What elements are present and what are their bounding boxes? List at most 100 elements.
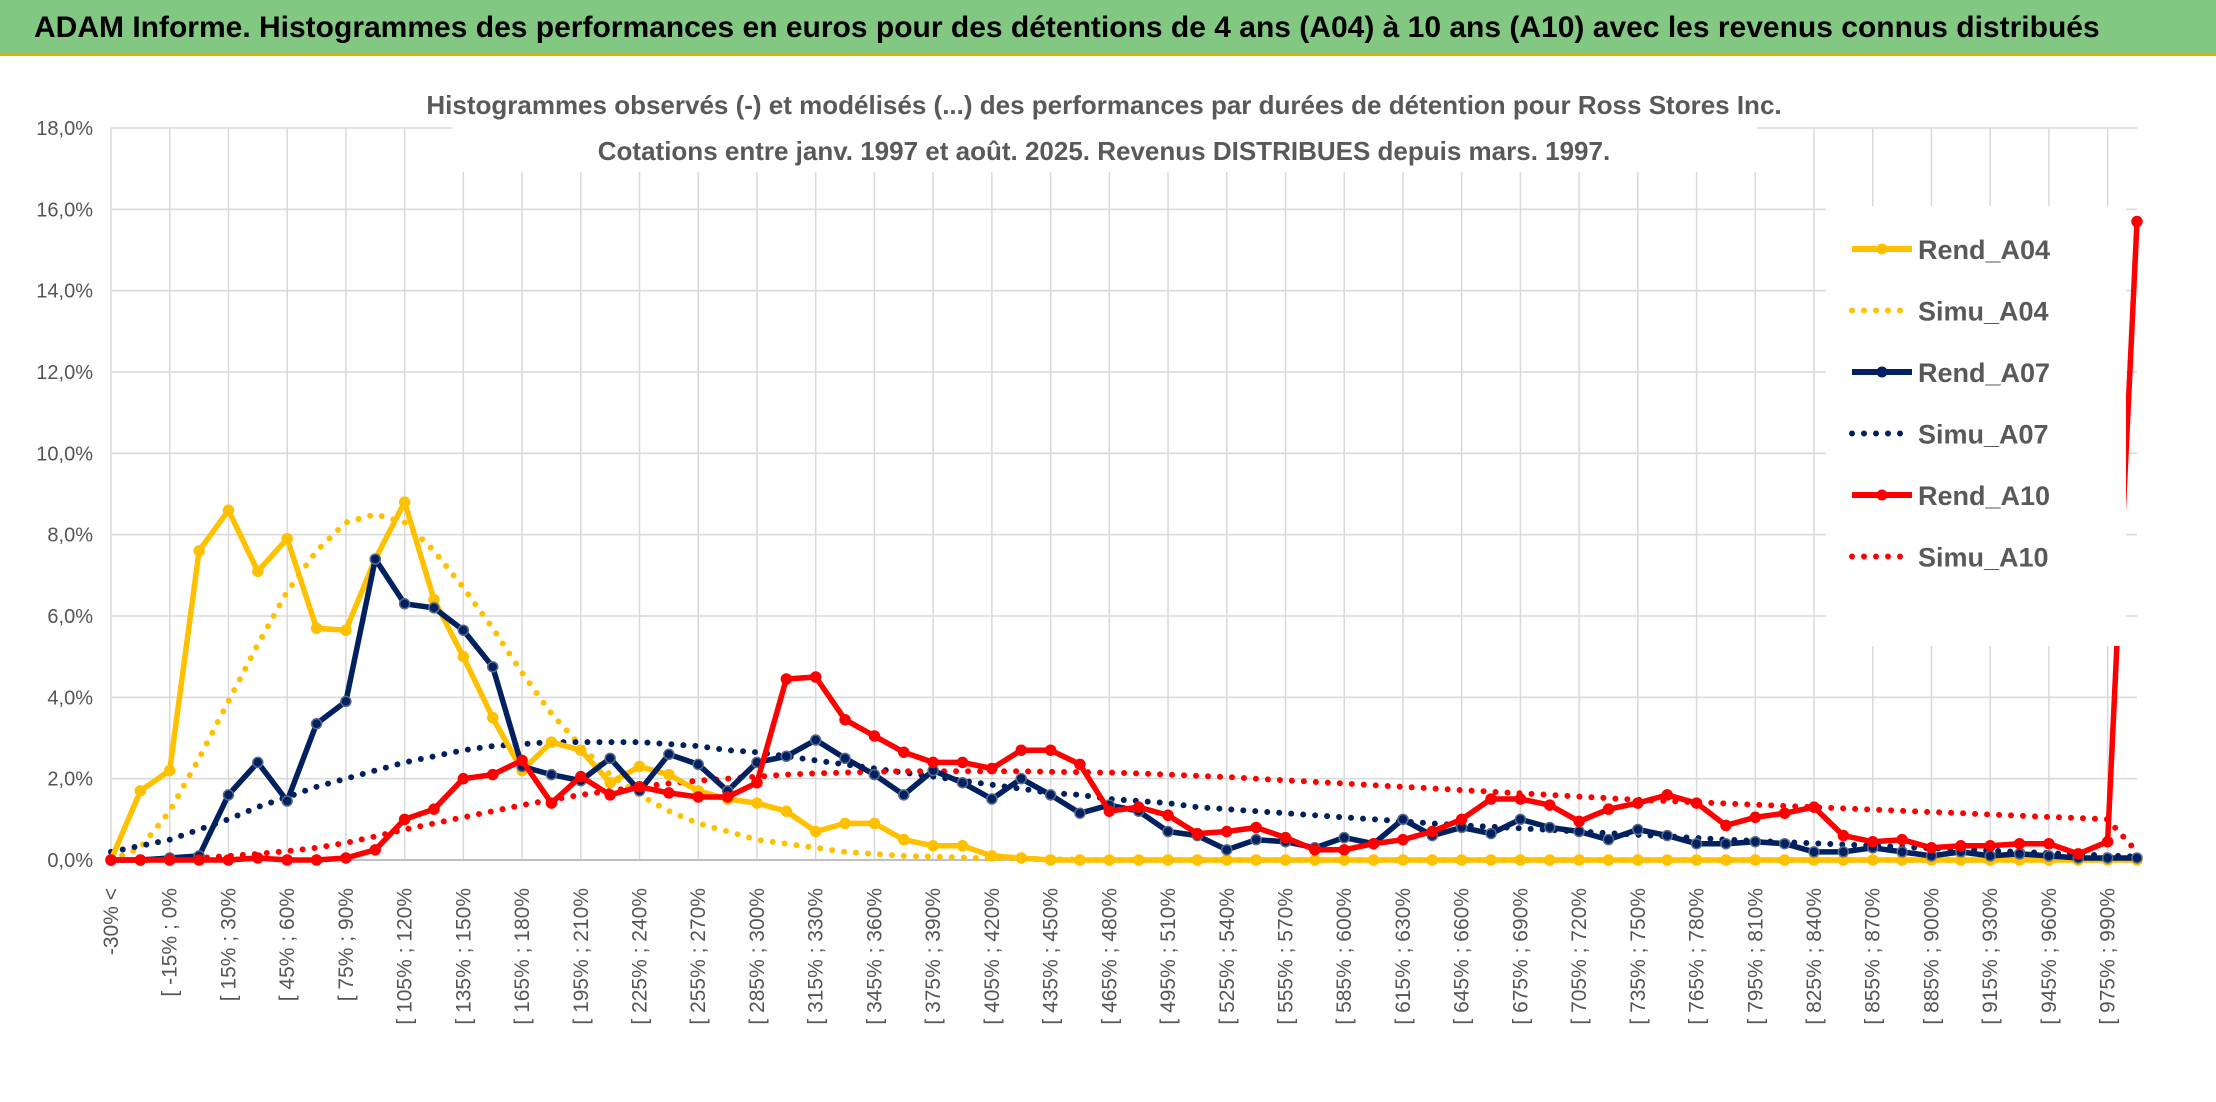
data-point <box>663 748 675 761</box>
x-tick-label: [ 705% ; 720% <box>1568 888 1591 1025</box>
data-point <box>2131 852 2143 864</box>
data-point <box>663 787 675 799</box>
data-point <box>486 711 499 724</box>
x-tick-label: [ 435% ; 450% <box>1040 888 1063 1025</box>
data-point <box>340 852 352 864</box>
data-point <box>1015 744 1027 756</box>
data-point <box>1866 854 1879 866</box>
data-point <box>222 854 235 866</box>
data-point <box>1778 854 1791 866</box>
series-rend-a10 <box>105 215 2143 866</box>
data-point <box>2131 215 2143 228</box>
data-point <box>134 785 147 797</box>
x-tick-label: [ 45% ; 60% <box>276 888 299 1001</box>
data-point <box>1338 844 1350 856</box>
data-point <box>457 772 470 785</box>
data-point <box>105 854 117 866</box>
x-tick-label: [ 825% ; 840% <box>1803 888 1826 1025</box>
data-point <box>1514 813 1527 826</box>
data-point <box>780 750 793 763</box>
data-point <box>839 713 851 726</box>
data-point <box>428 803 440 815</box>
data-point <box>1397 813 1409 826</box>
x-tick-label: [ 585% ; 600% <box>1333 888 1356 1025</box>
data-point <box>1103 805 1116 817</box>
data-point <box>809 671 822 683</box>
data-point <box>1690 797 1703 809</box>
data-point <box>486 768 499 781</box>
data-point <box>927 840 939 852</box>
data-point <box>1808 846 1820 858</box>
data-point <box>1544 799 1556 811</box>
x-tick-label: [ 525% ; 540% <box>1216 888 1239 1025</box>
x-tick-label: [ 735% ; 750% <box>1627 888 1650 1025</box>
data-point <box>1896 833 1908 846</box>
data-point <box>1573 825 1585 838</box>
series-simu-a10 <box>108 768 2140 863</box>
data-point <box>956 756 969 769</box>
data-point <box>1896 846 1908 858</box>
chart-title: Histogrammes observés (-) et modélisés (… <box>426 90 1781 120</box>
data-point <box>1778 837 1791 850</box>
data-point <box>721 791 734 803</box>
data-point <box>1632 797 1644 809</box>
x-tick-label: [ 255% ; 270% <box>687 888 710 1025</box>
x-tick-label: [ 345% ; 360% <box>863 888 886 1025</box>
y-tick-label: 8,0% <box>47 525 93 547</box>
data-point <box>1544 821 1556 834</box>
data-point <box>1015 852 1027 864</box>
data-point <box>1485 793 1497 805</box>
data-point <box>1455 854 1468 866</box>
x-tick-label: [ -15% ; 0% <box>159 888 182 997</box>
data-point <box>1367 837 1380 850</box>
y-tick-label: 4,0% <box>47 687 93 709</box>
legend-marker <box>1876 243 1888 255</box>
data-point <box>369 553 382 565</box>
data-point <box>751 776 763 789</box>
data-point <box>1426 854 1439 866</box>
data-point <box>457 624 470 636</box>
data-point <box>193 545 205 557</box>
data-point <box>1573 854 1585 866</box>
data-point <box>1132 854 1145 866</box>
data-point <box>1397 833 1409 846</box>
page-title: ADAM Informe. Histogrammes des performan… <box>0 0 2216 56</box>
data-point <box>1485 854 1497 866</box>
legend-label: Rend_A04 <box>1918 235 2050 265</box>
x-tick-label: [ 915% ; 930% <box>1979 888 2002 1025</box>
data-point <box>1250 833 1262 846</box>
data-point <box>1279 831 1292 844</box>
y-axis-ticks: 0,0% 2,0% 4,0% 6,0% 8,0% 10,0% 12,0% 14,0% 16,0%… <box>36 118 93 872</box>
data-point <box>1866 835 1879 848</box>
x-tick-label: [ 105% ; 120% <box>394 888 417 1025</box>
data-point <box>1749 835 1762 848</box>
data-point <box>428 602 440 614</box>
data-point <box>545 736 558 748</box>
data-point <box>193 854 205 866</box>
data-point <box>310 854 323 866</box>
x-tick-label: [ 135% ; 150% <box>452 888 475 1025</box>
y-tick-label: 6,0% <box>47 606 93 628</box>
data-point <box>780 673 793 685</box>
x-tick-label: [ 225% ; 240% <box>629 888 652 1025</box>
y-tick-label: 14,0% <box>36 281 93 303</box>
data-point <box>809 825 822 838</box>
data-point <box>898 746 910 758</box>
data-point <box>2013 837 2026 850</box>
data-point <box>2101 852 2114 864</box>
data-point <box>575 770 587 783</box>
data-point <box>340 695 352 708</box>
data-point <box>1925 842 1938 854</box>
data-point <box>898 833 910 846</box>
x-tick-label: [ 285% ; 300% <box>746 888 769 1025</box>
x-tick-label: [ 645% ; 660% <box>1451 888 1474 1025</box>
data-point <box>751 797 763 809</box>
data-point <box>310 622 323 634</box>
data-point <box>1514 854 1527 866</box>
data-point <box>369 844 382 856</box>
legend-marker <box>1876 489 1888 501</box>
data-point <box>398 813 411 826</box>
chart-legend: Rend_A04 Simu_A04 Rend_A07 Simu_A07 Rend_A10… <box>1826 206 2126 646</box>
chart-title-box: Histogrammes observés (-) et modélisés (… <box>426 76 1782 172</box>
data-point <box>252 756 264 769</box>
